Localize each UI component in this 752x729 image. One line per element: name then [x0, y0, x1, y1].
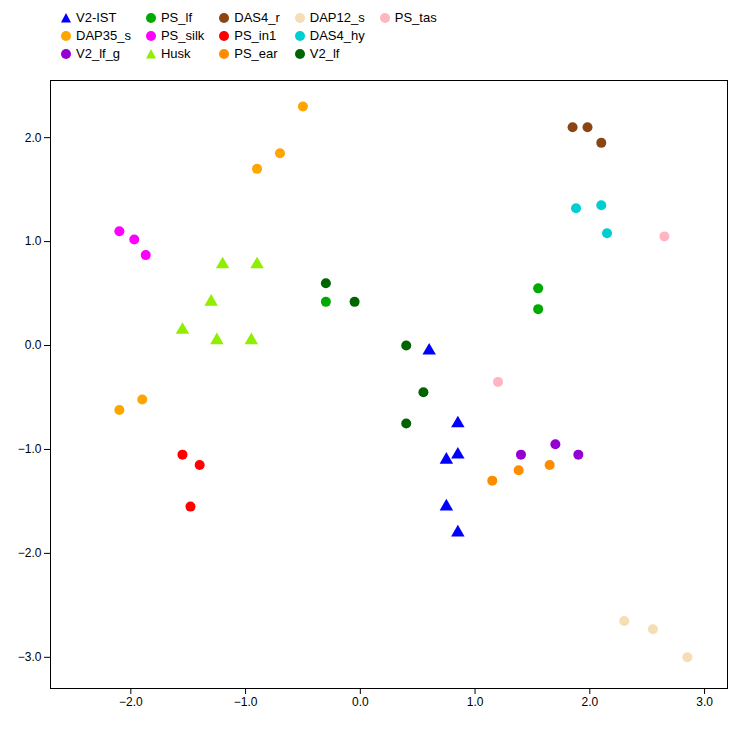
html-text:V2_lf: V2_lf	[309, 46, 340, 61]
svg-text:0.0: 0.0	[352, 695, 369, 709]
html-text:DAS4_r: DAS4_r	[234, 10, 280, 25]
html-text:PS_ear: PS_ear	[234, 46, 278, 61]
html-text:PS_silk: PS_silk	[160, 28, 205, 43]
svg-text:−2.0: −2.0	[119, 695, 143, 709]
svg-text:1.0: 1.0	[467, 695, 484, 709]
html-text:V2-IST: V2-IST	[76, 10, 117, 25]
svg-text:−1.0: −1.0	[234, 695, 258, 709]
svg-text:3.0: 3.0	[696, 695, 713, 709]
html-text:PS_lf: PS_lf	[160, 10, 192, 25]
svg-text:−2.0: −2.0	[18, 546, 42, 560]
html-text:DAP12_s: DAP12_s	[309, 10, 365, 25]
svg-text:−1.0: −1.0	[18, 442, 42, 456]
svg-text:0.0: 0.0	[25, 338, 42, 352]
html-text:DAP35_s: DAP35_s	[76, 28, 131, 43]
svg-text:−3.0: −3.0	[18, 650, 42, 664]
svg-text:2.0: 2.0	[25, 131, 42, 145]
html-text:PS_tas: PS_tas	[394, 10, 437, 25]
svg-text:1.0: 1.0	[25, 234, 42, 248]
svg-text:2.0: 2.0	[581, 695, 598, 709]
html-text:Husk: Husk	[160, 46, 191, 61]
html-text:V2_lf_g: V2_lf_g	[76, 46, 121, 61]
html-text:DAS4_hy: DAS4_hy	[309, 28, 365, 43]
html-text:PS_in1: PS_in1	[234, 28, 277, 43]
